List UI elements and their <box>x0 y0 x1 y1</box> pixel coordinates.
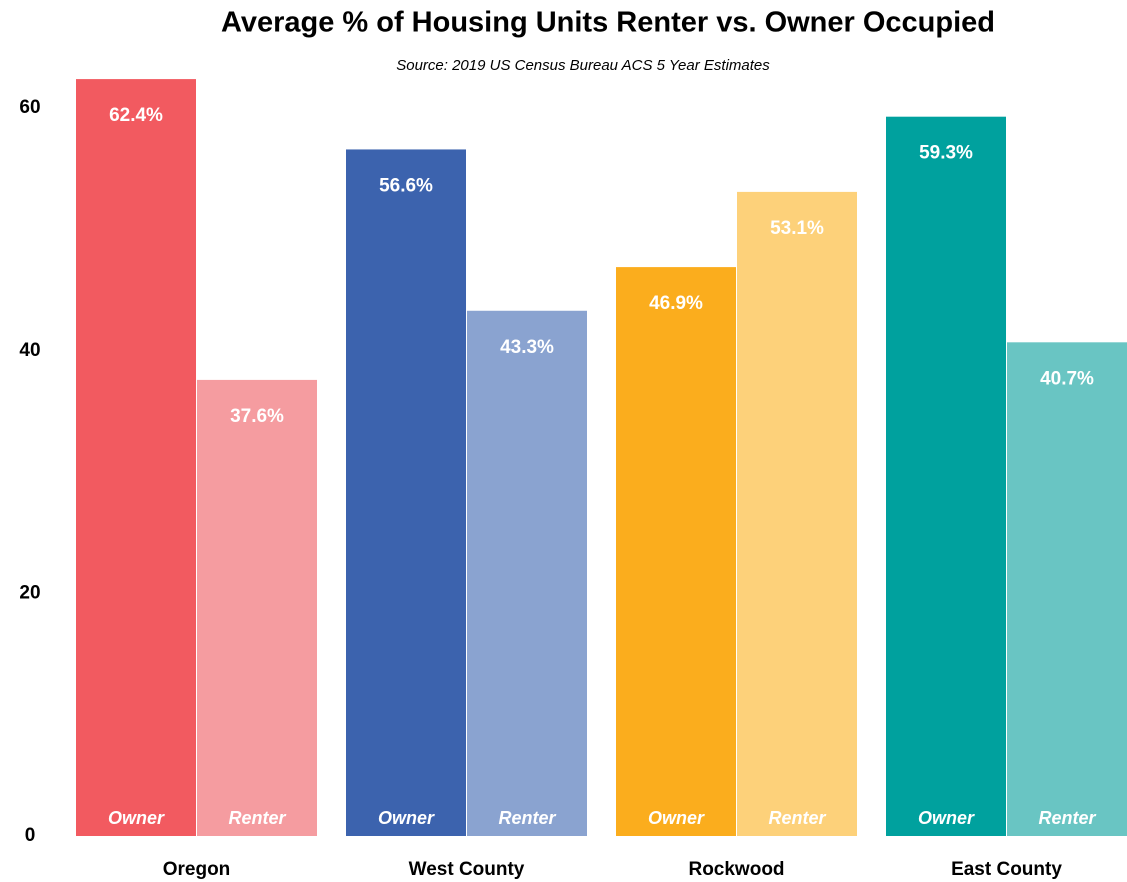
data-label: 56.6% <box>379 175 433 196</box>
y-tick-label: 60 <box>19 97 40 118</box>
chart-subtitle: Source: 2019 US Census Bureau ACS 5 Year… <box>396 57 770 74</box>
bar <box>197 379 317 836</box>
x-tick-label: West County <box>409 859 525 880</box>
series-label: Owner <box>378 808 435 828</box>
data-label: 46.9% <box>649 293 703 314</box>
bar <box>76 79 196 836</box>
series-label: Owner <box>108 808 165 828</box>
y-tick-label: 0 <box>25 825 36 846</box>
series-label: Renter <box>498 808 556 828</box>
data-label: 37.6% <box>230 406 284 427</box>
series-label: Renter <box>768 808 826 828</box>
x-tick-label: East County <box>951 859 1062 880</box>
bar <box>616 267 736 836</box>
y-tick-label: 40 <box>19 340 40 361</box>
y-tick-label: 20 <box>19 582 40 603</box>
series-label: Renter <box>1038 808 1096 828</box>
bar <box>346 149 466 836</box>
x-tick-label: Oregon <box>163 859 231 880</box>
bar <box>1007 342 1127 836</box>
bar <box>467 310 587 836</box>
data-label: 43.3% <box>500 337 554 358</box>
data-label: 62.4% <box>109 105 163 126</box>
data-label: 53.1% <box>770 218 824 239</box>
series-label: Renter <box>228 808 286 828</box>
series-label: Owner <box>648 808 705 828</box>
series-label: Owner <box>918 808 975 828</box>
bar <box>886 116 1006 837</box>
data-label: 40.7% <box>1040 368 1094 389</box>
x-tick-label: Rockwood <box>688 859 784 880</box>
chart-title: Average % of Housing Units Renter vs. Ow… <box>221 7 995 39</box>
bar <box>737 191 857 837</box>
data-label: 59.3% <box>919 143 973 164</box>
